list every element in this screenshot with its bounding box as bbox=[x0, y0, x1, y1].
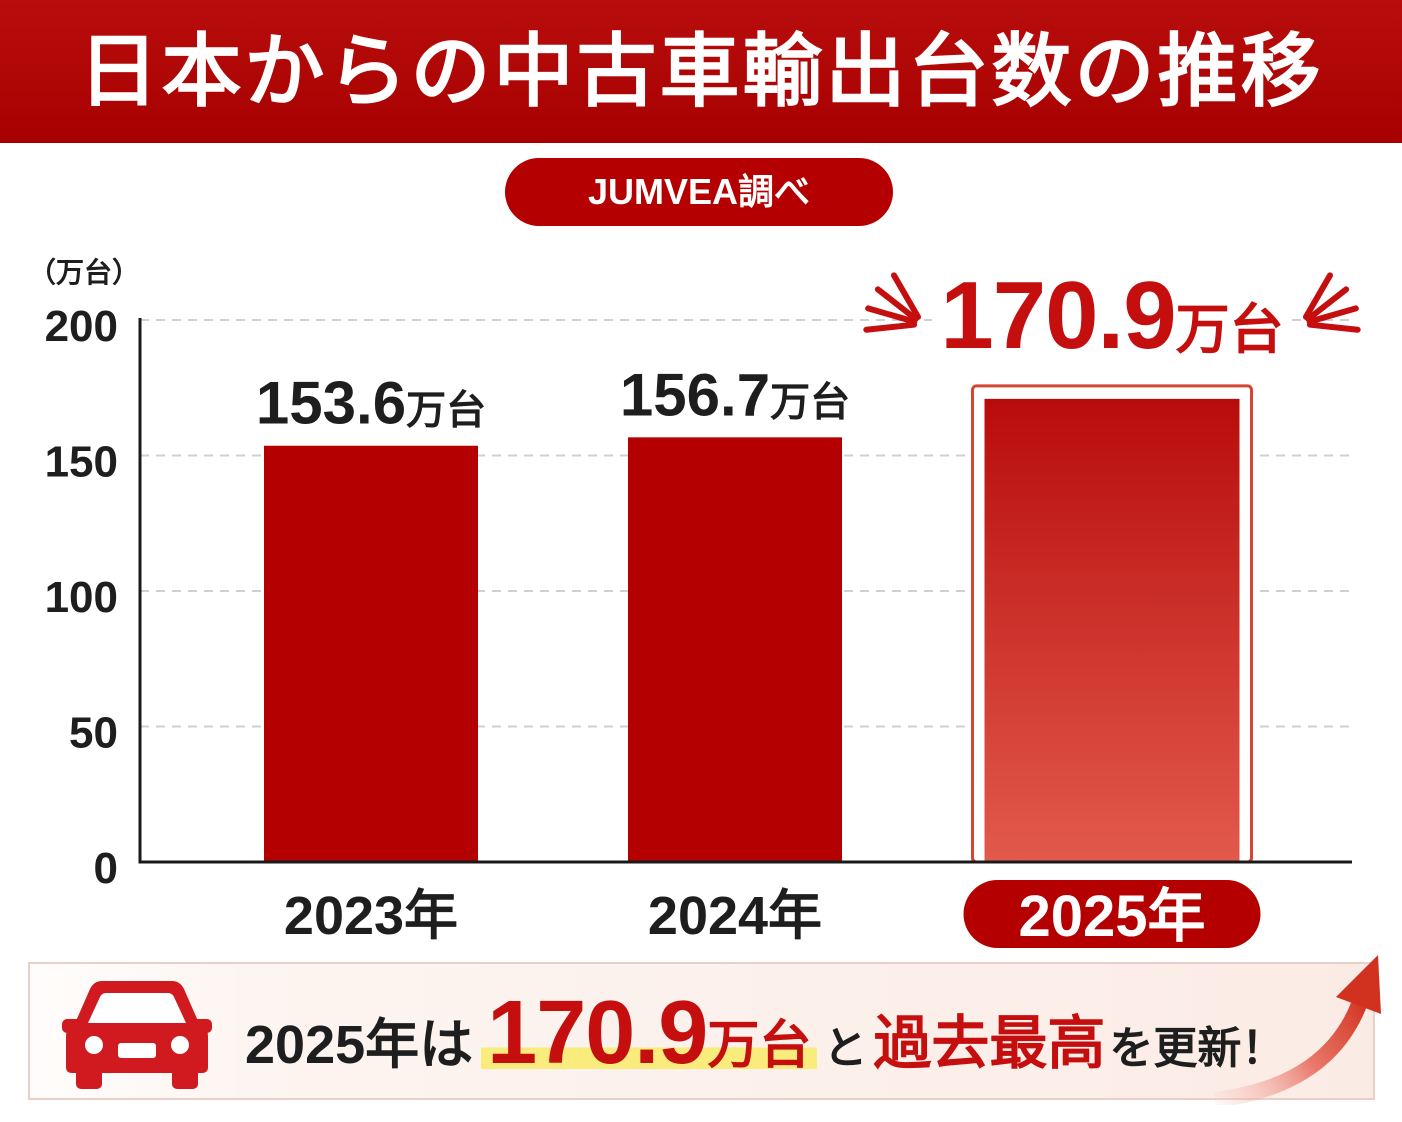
bar-2024 bbox=[628, 437, 842, 862]
title-banner: 日本からの中古車輸出台数の推移 bbox=[0, 0, 1402, 143]
highlight-value-unit: 万台 bbox=[1176, 300, 1284, 360]
y-tick-label: 0 bbox=[94, 844, 118, 893]
callout-lead: 2025年は bbox=[245, 1015, 474, 1075]
car-headlight-right bbox=[171, 1036, 189, 1054]
trend-up-arrow-icon bbox=[1214, 955, 1381, 1105]
arrow-shaft bbox=[1214, 999, 1368, 1105]
x-tick-label-2023: 2023年 bbox=[284, 886, 458, 946]
highlight-value-label: 170.9万台 bbox=[940, 262, 1283, 369]
y-tick-label: 200 bbox=[45, 302, 118, 351]
car-windshield bbox=[88, 993, 186, 1023]
highlight-value-number: 170.9 bbox=[940, 262, 1175, 369]
callout-marker-highlight: 170.9 万台 bbox=[481, 983, 818, 1083]
emphasis-burst-line bbox=[891, 272, 921, 320]
emphasis-burst-line bbox=[874, 286, 919, 322]
y-tick-label: 150 bbox=[45, 438, 118, 487]
emphasis-burst-line bbox=[1306, 321, 1361, 333]
y-tick-label: 50 bbox=[69, 709, 118, 758]
bar-2023 bbox=[264, 445, 478, 862]
source-badge: JUMVEA調べ bbox=[505, 158, 893, 226]
bar-value-label-2024: 156.7万台 bbox=[620, 361, 850, 428]
emphasis-burst-line bbox=[863, 321, 918, 333]
car-headlight-left bbox=[85, 1036, 103, 1054]
car-icon bbox=[62, 981, 212, 1089]
emphasis-burst-line bbox=[1306, 305, 1359, 325]
callout-value: 170.9 bbox=[487, 983, 708, 1083]
bar-value-label-2023: 153.6万台 bbox=[256, 370, 486, 437]
car-wheel-left bbox=[76, 1065, 102, 1089]
emphasis-burst-line bbox=[865, 305, 918, 325]
bar-value-unit: 万台 bbox=[770, 380, 850, 424]
callout-connector: と bbox=[823, 1024, 868, 1073]
bar-value-number: 153.6 bbox=[256, 370, 406, 437]
callout-unit: 万台 bbox=[707, 1017, 812, 1075]
bar-chart: 050100150200（万台）153.6万台2023年156.7万台2024年… bbox=[28, 256, 1361, 949]
car-wheel-right bbox=[172, 1065, 198, 1089]
x-tick-label-2024: 2024年 bbox=[648, 886, 822, 946]
callout-emphasis: 過去最高 bbox=[873, 1011, 1106, 1076]
bar-value-number: 156.7 bbox=[620, 361, 770, 428]
arrow-head bbox=[1336, 955, 1381, 1014]
y-tick-label: 100 bbox=[45, 573, 118, 622]
emphasis-burst-line bbox=[1305, 286, 1350, 322]
callout-text: 2025年は 170.9 万台 と 過去最高 を更新！ bbox=[245, 988, 1285, 1078]
y-axis-unit-label: （万台） bbox=[28, 256, 140, 288]
bar-2025 bbox=[984, 398, 1240, 862]
page-title: 日本からの中古車輸出台数の推移 bbox=[78, 27, 1324, 116]
bar-value-unit: 万台 bbox=[406, 389, 486, 433]
x-tick-label-2025: 2025年 bbox=[1018, 884, 1205, 949]
highlight-label-backdrop bbox=[932, 269, 1292, 358]
car-license-plate bbox=[118, 1043, 156, 1058]
year-badge-2025 bbox=[963, 880, 1261, 948]
emphasis-burst-line bbox=[1303, 272, 1333, 320]
callout-tail: を更新！ bbox=[1109, 1024, 1286, 1073]
